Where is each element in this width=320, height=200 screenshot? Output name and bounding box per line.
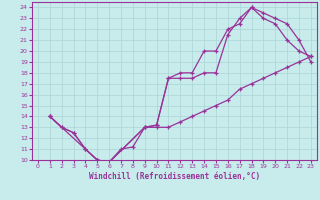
X-axis label: Windchill (Refroidissement éolien,°C): Windchill (Refroidissement éolien,°C) xyxy=(89,172,260,181)
